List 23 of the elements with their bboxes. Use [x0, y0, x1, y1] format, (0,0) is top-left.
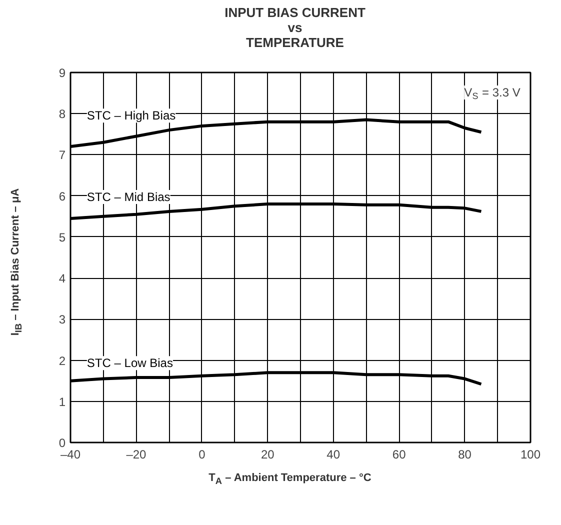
x-tick-label: 80: [458, 448, 472, 462]
series-label: STC – High Bias: [86, 108, 176, 123]
y-tick-label: 7: [58, 148, 66, 162]
x-tick-label: 100: [520, 448, 541, 462]
x-tick-label: 40: [326, 448, 340, 462]
y-tick-label: 2: [58, 354, 66, 368]
y-tick-label: 8: [58, 107, 66, 122]
y-tick-label: 5: [58, 230, 66, 244]
y-tick-label: 0: [58, 436, 66, 450]
y-tick-label: 3: [58, 312, 66, 327]
x-tick-label: 60: [392, 448, 406, 462]
x-axis-title: T$_{A}$ – Ambient Temperature – °C: [208, 471, 372, 488]
x-tick-label: –20: [126, 448, 147, 462]
series-label: STC – Low Bias: [86, 356, 173, 370]
y-tick-label: 6: [58, 189, 66, 204]
y-tick-label: 1: [58, 394, 66, 409]
x-tick-label: 20: [260, 448, 275, 462]
x-tick-label: 0: [198, 448, 206, 462]
x-tick-label: –40: [60, 448, 81, 462]
y-tick-label: 4: [58, 272, 66, 286]
series-label: STC – Mid Bias: [86, 190, 170, 204]
y-tick-label: 9: [58, 66, 66, 80]
chart-title: INPUT BIAS CURRENT vs TEMPERATURE: [224, 5, 366, 50]
